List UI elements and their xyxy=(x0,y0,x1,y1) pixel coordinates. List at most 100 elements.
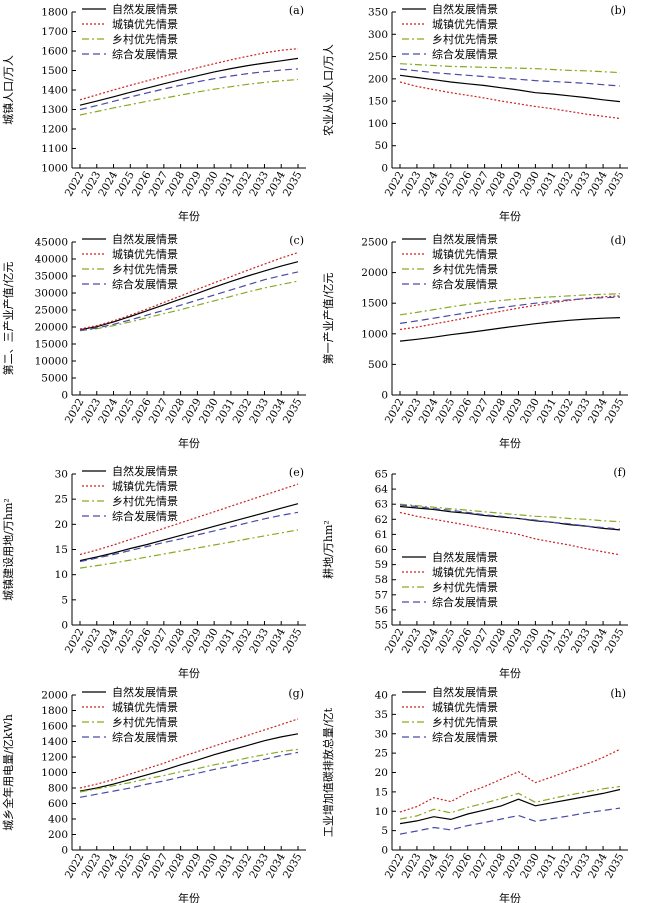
series-line-3 xyxy=(79,280,299,332)
x-axis-title: 年份 xyxy=(499,436,521,450)
y-axis-title: 工业增加值碳排放总量/亿t xyxy=(321,707,335,837)
y-tick-label: 0 xyxy=(381,390,388,402)
legend-entry: 城镇优先情景 xyxy=(112,247,178,261)
y-tick-label: 1500 xyxy=(361,298,388,310)
series-line-2 xyxy=(79,251,299,330)
y-tick-label: 1000 xyxy=(41,163,68,175)
y-axis-title: 城乡全年用电量/亿kWh xyxy=(1,714,15,831)
legend-entry: 城镇优先情景 xyxy=(432,247,498,261)
y-tick-label: 59 xyxy=(375,559,388,571)
legend-entry: 城镇优先情景 xyxy=(112,17,178,31)
x-axis-title: 年份 xyxy=(178,436,200,450)
series-line-1 xyxy=(79,57,299,106)
y-tick-label: 40 xyxy=(375,690,388,702)
x-axis-title: 年份 xyxy=(178,891,200,903)
y-tick-label: 30 xyxy=(55,469,68,481)
series-line-1 xyxy=(399,74,621,103)
legend-entry: 自然发展情景 xyxy=(432,550,498,564)
series-line-4 xyxy=(399,68,621,87)
panel-label: (f) xyxy=(613,466,626,479)
y-tick-label: 1700 xyxy=(41,26,68,38)
y-tick-label: 250 xyxy=(368,51,388,63)
series-line-2 xyxy=(399,511,621,556)
y-tick-label: 10000 xyxy=(35,356,68,368)
y-tick-label: 200 xyxy=(368,73,388,85)
x-axis-title: 年份 xyxy=(178,209,200,223)
y-tick-label: 0 xyxy=(381,163,388,175)
legend-entry: 乡村优先情景 xyxy=(432,262,498,276)
y-tick-label: 56 xyxy=(375,604,389,616)
legend-entry: 乡村优先情景 xyxy=(432,715,498,729)
y-tick-label: 61 xyxy=(375,529,388,541)
y-tick-label: 40000 xyxy=(35,254,68,266)
series-line-2 xyxy=(79,483,299,556)
y-tick-label: 15 xyxy=(55,544,68,556)
y-tick-label: 200 xyxy=(48,829,68,841)
series-line-2 xyxy=(399,295,621,331)
chart-panel-4: 0500100015002000250020222023202420252026… xyxy=(321,232,628,450)
legend-entry: 自然发展情景 xyxy=(112,232,178,246)
panel-label: (a) xyxy=(289,4,304,17)
series-line-1 xyxy=(399,788,621,825)
y-tick-label: 1200 xyxy=(41,752,68,764)
legend-entry: 综合发展情景 xyxy=(112,47,178,61)
series-line-1 xyxy=(79,503,299,562)
series-line-1 xyxy=(79,733,299,792)
y-tick-label: 15000 xyxy=(35,339,68,351)
panel-label: (g) xyxy=(288,687,304,700)
legend-entry: 综合发展情景 xyxy=(432,730,498,744)
series-line-3 xyxy=(79,529,299,569)
y-tick-label: 150 xyxy=(368,96,388,108)
y-tick-label: 1400 xyxy=(41,85,68,97)
legend-entry: 城镇优先情景 xyxy=(112,700,178,714)
legend-entry: 综合发展情景 xyxy=(112,277,178,291)
chart-panel-8: 0510152025303540202220232024202520262027… xyxy=(321,685,628,903)
y-tick-label: 1100 xyxy=(41,143,68,155)
chart-panel-5: 0510152025302022202320242025202620272028… xyxy=(1,464,306,680)
x-axis-title: 年份 xyxy=(499,891,521,903)
series-line-4 xyxy=(399,296,621,324)
y-tick-label: 300 xyxy=(368,29,388,41)
y-tick-label: 30000 xyxy=(35,288,68,300)
series-line-4 xyxy=(79,271,299,331)
legend-entry: 乡村优先情景 xyxy=(112,494,178,508)
chart-panel-2: 0501001502002503003502022202320242025202… xyxy=(321,2,628,223)
y-tick-label: 55 xyxy=(375,620,388,632)
chart-panel-6: 5556575859606162636465202220232024202520… xyxy=(321,466,628,680)
y-tick-label: 57 xyxy=(375,589,388,601)
legend-entry: 自然发展情景 xyxy=(112,464,178,478)
y-tick-label: 20 xyxy=(375,767,388,779)
y-tick-label: 1600 xyxy=(41,46,68,58)
y-tick-label: 30 xyxy=(375,728,388,740)
y-tick-label: 63 xyxy=(375,499,388,511)
y-axis-title: 农业从业人口/万人 xyxy=(321,44,335,136)
legend-entry: 乡村优先情景 xyxy=(112,262,178,276)
legend-entry: 综合发展情景 xyxy=(432,47,498,61)
series-line-3 xyxy=(399,785,621,820)
y-axis-title: 第二、三产业产值/亿元 xyxy=(1,262,15,376)
legend-entry: 自然发展情景 xyxy=(112,685,178,699)
y-tick-label: 2000 xyxy=(361,267,388,279)
y-tick-label: 1000 xyxy=(361,328,388,340)
series-line-3 xyxy=(399,293,621,316)
y-tick-label: 1200 xyxy=(41,124,68,136)
y-tick-label: 5000 xyxy=(41,373,68,385)
x-axis-title: 年份 xyxy=(499,209,521,223)
panel-label: (d) xyxy=(610,234,626,247)
x-axis-title: 年份 xyxy=(499,666,521,680)
y-tick-label: 0 xyxy=(61,390,68,402)
y-tick-label: 15 xyxy=(375,786,388,798)
y-tick-label: 62 xyxy=(375,514,388,526)
y-tick-label: 35000 xyxy=(35,271,68,283)
y-tick-label: 1500 xyxy=(41,65,68,77)
y-tick-label: 65 xyxy=(375,469,388,481)
panel-label: (e) xyxy=(289,466,304,479)
legend-entry: 综合发展情景 xyxy=(432,277,498,291)
y-tick-label: 58 xyxy=(375,574,388,586)
y-tick-label: 0 xyxy=(381,845,388,857)
chart-panel-1: 1000110012001300140015001600170018002022… xyxy=(1,2,306,223)
legend-entry: 城镇优先情景 xyxy=(432,565,498,579)
y-tick-label: 1800 xyxy=(41,7,68,19)
legend-entry: 乡村优先情景 xyxy=(112,32,178,46)
